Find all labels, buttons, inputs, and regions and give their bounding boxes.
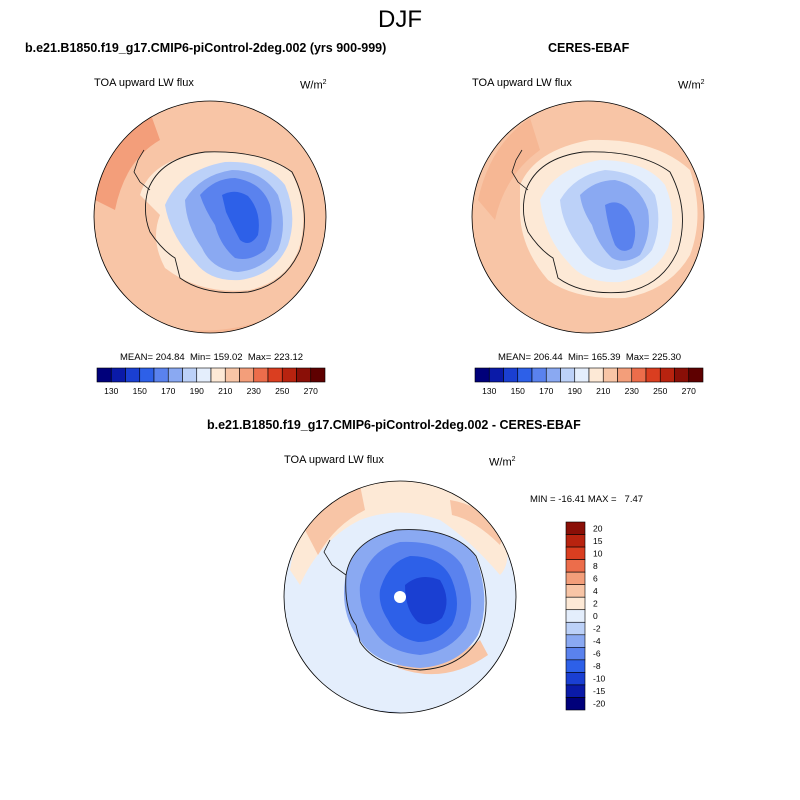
diff-colorbar-swatch bbox=[565, 659, 586, 673]
diff-colorbar-tick-label: -2 bbox=[593, 624, 601, 634]
model-colorbar-swatch bbox=[139, 367, 155, 383]
obs-colorbar: 130 150 170 190 210 230 250 270 bbox=[474, 367, 704, 396]
obs-colorbar-swatch bbox=[574, 367, 590, 383]
diff-colorbar-tick-label: 10 bbox=[593, 548, 603, 558]
obs-colorbar-swatch bbox=[631, 367, 647, 383]
obs-panel-title: CERES-EBAF bbox=[548, 41, 630, 55]
obs-colorbar-swatch bbox=[545, 367, 561, 383]
model-colorbar-swatch bbox=[196, 367, 212, 383]
obs-units-label: W/m2 bbox=[678, 79, 705, 92]
obs-colorbar-tick-label: 250 bbox=[653, 386, 667, 396]
model-colorbar-tick-label: 230 bbox=[247, 386, 261, 396]
model-colorbar-swatch bbox=[310, 367, 326, 383]
model-colorbar-swatch bbox=[96, 367, 112, 383]
obs-stats: MEAN= 206.44 Min= 165.39 Max= 225.30 bbox=[498, 352, 682, 363]
model-colorbar-swatch bbox=[182, 367, 198, 383]
model-colorbar-tick-label: 190 bbox=[190, 386, 204, 396]
diff-panel-title: b.e21.B1850.f19_g17.CMIP6-piControl-2deg… bbox=[207, 418, 581, 432]
diff-colorbar-swatch bbox=[565, 684, 586, 698]
obs-colorbar-swatch bbox=[531, 367, 547, 383]
obs-map bbox=[471, 100, 705, 334]
model-colorbar-swatch bbox=[125, 367, 141, 383]
diff-colorbar-swatch bbox=[565, 697, 586, 711]
obs-colorbar-swatch bbox=[474, 367, 490, 383]
model-variable-label: TOA upward LW flux bbox=[94, 77, 194, 89]
diff-colorbar-swatch bbox=[565, 621, 586, 636]
obs-colorbar-swatch bbox=[588, 367, 604, 383]
model-stats: MEAN= 204.84 Min= 159.02 Max= 223.12 bbox=[120, 352, 304, 363]
obs-variable-label: TOA upward LW flux bbox=[472, 77, 572, 89]
diff-colorbar-tick-label: -10 bbox=[593, 674, 606, 684]
diff-map bbox=[283, 480, 517, 714]
model-colorbar-tick-label: 130 bbox=[104, 386, 118, 396]
diff-colorbar-swatch bbox=[565, 571, 586, 585]
obs-colorbar-swatch bbox=[645, 367, 661, 383]
diff-colorbar-swatch bbox=[565, 534, 586, 548]
obs-colorbar-swatch bbox=[560, 367, 576, 383]
diff-colorbar-tick-label: 20 bbox=[593, 523, 603, 533]
diff-colorbar-tick-label: -20 bbox=[593, 699, 606, 709]
diff-colorbar-tick-label: 4 bbox=[593, 586, 598, 596]
model-units-label: W/m2 bbox=[300, 79, 327, 92]
diff-colorbar-swatch bbox=[565, 546, 586, 560]
diff-stats: MIN = -16.41 MAX = 7.47 bbox=[530, 494, 644, 505]
diff-colorbar-tick-label: -8 bbox=[593, 661, 601, 671]
obs-colorbar-tick-label: 130 bbox=[482, 386, 496, 396]
obs-colorbar-tick-label: 150 bbox=[511, 386, 525, 396]
diff-colorbar-swatch bbox=[565, 609, 586, 623]
diff-colorbar-swatch bbox=[565, 521, 586, 535]
obs-colorbar-swatch bbox=[688, 367, 704, 383]
obs-colorbar-swatch bbox=[659, 367, 675, 383]
model-colorbar-tick-label: 270 bbox=[304, 386, 318, 396]
diff-colorbar-tick-label: -15 bbox=[593, 686, 606, 696]
diff-colorbar-tick-label: 0 bbox=[593, 611, 598, 621]
diff-units-label: W/m2 bbox=[489, 456, 516, 469]
diff-colorbar-swatch bbox=[565, 584, 586, 598]
diff-colorbar-tick-label: 8 bbox=[593, 561, 598, 571]
model-colorbar-swatch bbox=[110, 367, 126, 383]
obs-colorbar-swatch bbox=[674, 367, 690, 383]
model-colorbar-tick-label: 210 bbox=[218, 386, 232, 396]
obs-colorbar-tick-label: 270 bbox=[682, 386, 696, 396]
model-colorbar-swatch bbox=[281, 367, 297, 383]
diff-colorbar-tick-label: -4 bbox=[593, 636, 601, 646]
model-colorbar-swatch bbox=[210, 367, 226, 383]
diff-colorbar-swatch bbox=[565, 559, 586, 573]
model-colorbar-swatch bbox=[224, 367, 240, 383]
model-colorbar-swatch bbox=[267, 367, 283, 383]
diff-colorbar-swatch bbox=[565, 672, 586, 686]
diff-colorbar-tick-label: 2 bbox=[593, 598, 598, 608]
obs-colorbar-tick-label: 230 bbox=[625, 386, 639, 396]
model-colorbar-tick-label: 150 bbox=[133, 386, 147, 396]
obs-colorbar-swatch bbox=[517, 367, 533, 383]
model-colorbar-swatch bbox=[253, 367, 269, 383]
diff-colorbar-tick-label: 15 bbox=[593, 536, 603, 546]
obs-colorbar-swatch bbox=[488, 367, 504, 383]
obs-colorbar-swatch bbox=[503, 367, 519, 383]
model-colorbar: 130 150 170 190 210 230 250 270 bbox=[96, 367, 326, 396]
diff-colorbar-swatch bbox=[565, 647, 586, 661]
diff-variable-label: TOA upward LW flux bbox=[284, 454, 384, 466]
diff-colorbar-swatch bbox=[565, 596, 586, 611]
obs-colorbar-swatch bbox=[602, 367, 618, 383]
model-colorbar-tick-label: 250 bbox=[275, 386, 289, 396]
model-colorbar-swatch bbox=[167, 367, 183, 383]
obs-colorbar-swatch bbox=[617, 367, 633, 383]
figure-title: DJF bbox=[378, 6, 422, 33]
obs-colorbar-tick-label: 190 bbox=[568, 386, 582, 396]
obs-colorbar-tick-label: 170 bbox=[539, 386, 553, 396]
model-colorbar-swatch bbox=[296, 367, 312, 383]
model-map bbox=[93, 100, 327, 334]
obs-colorbar-tick-label: 210 bbox=[596, 386, 610, 396]
diff-colorbar-tick-label: 6 bbox=[593, 573, 598, 583]
model-panel-title: b.e21.B1850.f19_g17.CMIP6-piControl-2deg… bbox=[25, 41, 387, 55]
model-colorbar-swatch bbox=[153, 367, 169, 383]
diff-colorbar-swatch bbox=[565, 634, 586, 648]
model-colorbar-swatch bbox=[239, 367, 255, 383]
model-colorbar-tick-label: 170 bbox=[161, 386, 175, 396]
diff-colorbar-tick-label: -6 bbox=[593, 649, 601, 659]
